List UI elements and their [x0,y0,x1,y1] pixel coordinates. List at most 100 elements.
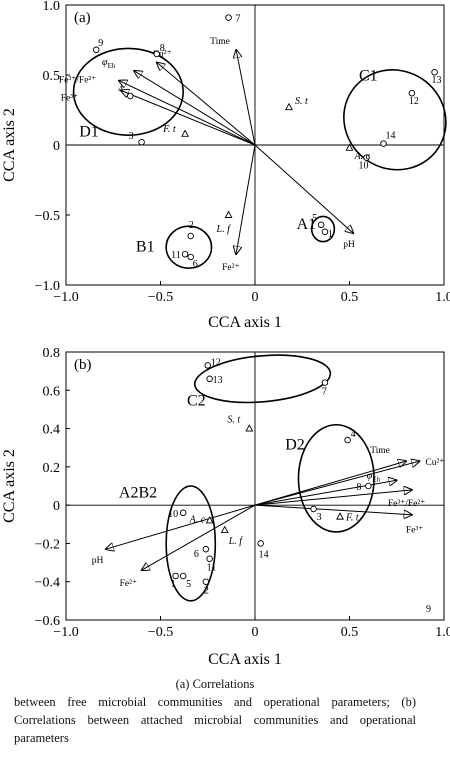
vector-label: Time [370,446,390,456]
group-label-b1: B1 [136,238,155,255]
sample-label: 2 [189,220,194,231]
group-label-d1: D1 [79,124,99,141]
x-tick-label: −0.5 [148,290,173,305]
sample-point [92,46,100,54]
y-tick-label: −0.6 [35,614,60,629]
sample-label: 6 [193,259,198,270]
sample-point [187,253,194,261]
sample-label: 11 [171,250,181,261]
sample-point [225,14,232,21]
x-tick-label: −1.0 [53,290,78,305]
species-label: S. t [227,415,240,426]
vector-arrow [254,461,406,506]
x-tick-label: 0 [252,625,259,640]
vector-label: Fe³⁺ [406,526,423,536]
vector-label: pH [343,240,355,250]
group-ellipse-a2b2 [165,485,217,602]
vector-arrow [121,90,256,146]
vector-label: Fe²⁺ [222,263,239,273]
vector-arrow [236,50,256,146]
y-tick-label: 1.0 [43,0,61,14]
y-tick-label: 0.8 [43,346,61,361]
sample-label: 1 [328,229,333,240]
vector-arrow [254,144,353,233]
sample-label: 14 [259,549,269,560]
sample-point [202,545,210,553]
sample-label: 14 [386,131,396,142]
species-point [285,102,293,111]
species-point [220,525,229,533]
vector-arrow [157,62,256,146]
x-tick-label: 0.5 [341,290,359,305]
sample-label: 7 [322,387,327,398]
species-label: A. c [189,514,206,525]
y-tick-label: 0.4 [43,423,61,438]
sample-label: 10 [168,509,178,520]
sample-point [431,68,438,76]
vector-arrow [254,490,412,506]
sample-label: 8 [160,43,165,54]
sample-label: 6 [194,549,199,560]
sample-point [408,89,416,97]
group-ellipse-d1 [72,47,184,137]
figure-caption: (a) Correlations between free microbial … [14,675,416,747]
sample-point [321,228,329,236]
x-tick-label: 1.0 [435,625,450,640]
vector-arrow [254,461,419,506]
sample-point [172,572,179,580]
vector-label: Time [210,37,230,47]
x-tick-label: −0.5 [148,625,173,640]
sample-label: 5 [186,579,191,590]
sample-label: 13 [213,375,223,386]
sample-point [321,379,329,386]
species-label: S. t [295,96,308,107]
sample-label: 5 [312,213,317,224]
sample-label: 4 [351,429,356,440]
sample-point [179,572,187,580]
vector-label: φEh [102,57,116,70]
vector-label: Fe³⁺/Fe²⁺ [59,76,96,86]
sample-point [187,232,194,240]
caption-line-2: between free microbial communities and o… [14,695,416,745]
group-label-c2: C2 [187,393,206,410]
sample-point [138,138,145,146]
sample-point [363,154,370,161]
sample-point [206,555,213,562]
sample-point [127,92,134,100]
sample-label: 4 [118,84,123,95]
vector-arrow [134,71,256,146]
sample-label: 11 [207,563,217,574]
sample-point [365,482,372,490]
y-axis-title: CCA axis 2 [1,108,18,182]
vector-label: φEh [367,470,381,483]
sample-label: 8 [356,482,361,493]
species-point [336,512,344,520]
vector-arrow [254,480,397,506]
group-label-d2: D2 [285,437,305,454]
sample-label: 2 [204,586,209,597]
cca-panel-b: −1.0 −0.5 0 0.5 1.0 −0.6 −0.4 −0.2 0 0.2 0.4 0.6 0.8… [1,346,450,668]
group-label-c1: C1 [359,68,378,85]
group-label-a1: A1 [297,216,317,233]
sample-label: 10 [359,161,369,172]
vector-label: Fe³⁺/Fe²⁺ [388,499,425,509]
species-point [181,129,190,137]
sample-label: 7 [236,14,241,25]
y-axis-title: CCA axis 2 [1,449,18,523]
sample-label: 9 [98,38,103,49]
sample-label: 1 [171,579,176,590]
sample-point [179,509,187,517]
sample-label: 12 [409,96,419,107]
group-ellipse-b1 [165,225,213,269]
species-point [205,516,214,524]
x-tick-label: −1.0 [53,625,78,640]
group-label-a2b2: A2B2 [119,484,157,501]
sample-point [181,250,189,258]
vector-arrow [106,504,256,549]
species-point [224,210,233,218]
sample-point [206,375,213,383]
panel-label: (a) [74,10,91,26]
vector-arrow [119,81,256,146]
vector-label: Cu²⁺ [153,49,172,59]
y-tick-label: 0 [53,499,60,514]
